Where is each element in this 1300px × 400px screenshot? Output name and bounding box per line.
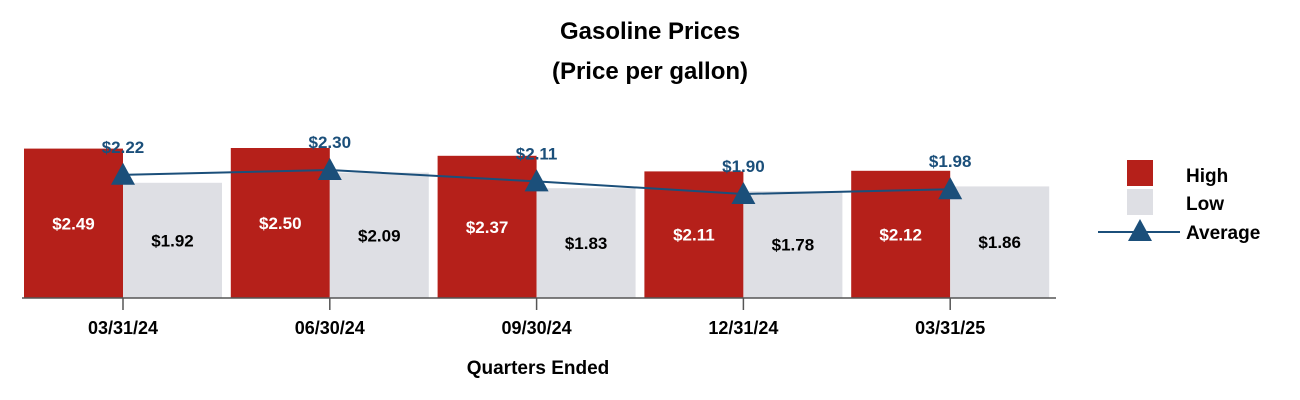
- bar-high-label-2: $2.37: [466, 218, 509, 237]
- bar-low-2: [536, 188, 636, 298]
- bar-low-label-2: $1.83: [565, 234, 608, 253]
- bar-low-3: [743, 191, 843, 298]
- legend-swatch-high: [1127, 160, 1153, 186]
- bars-group: $2.49 $1.92 $2.50 $2.09 $2.37 $1.83 $2.11 $1.78…: [24, 148, 1050, 298]
- legend-label-average: Average: [1186, 223, 1260, 244]
- chart-subtitle: (Price per gallon): [552, 58, 748, 85]
- average-label-3: $1.90: [722, 157, 765, 176]
- bar-high-label-4: $2.12: [879, 225, 922, 244]
- chart-title: Gasoline Prices: [560, 18, 740, 45]
- x-tick-label-3: 12/31/24: [708, 318, 778, 338]
- legend: High Low Average: [1098, 160, 1260, 244]
- legend-label-high: High: [1186, 166, 1228, 187]
- bar-low-4: [950, 186, 1050, 298]
- x-axis-label: Quarters Ended: [467, 358, 610, 379]
- bar-high-0: [24, 148, 123, 298]
- bar-low-1: [329, 172, 429, 298]
- bar-low-label-4: $1.86: [978, 233, 1021, 252]
- average-line-group: $2.22 $2.30 $2.11 $1.90 $1.98: [102, 133, 972, 204]
- average-marker-0: [111, 162, 135, 185]
- average-label-1: $2.30: [309, 133, 352, 152]
- bar-low-label-3: $1.78: [772, 236, 815, 255]
- bar-low-label-0: $1.92: [151, 231, 194, 250]
- bar-low-label-1: $2.09: [358, 226, 401, 245]
- average-marker-2: [524, 169, 549, 192]
- average-label-2: $2.11: [516, 144, 558, 163]
- bar-high-label-1: $2.50: [259, 214, 302, 233]
- x-tick-label-1: 06/30/24: [295, 318, 365, 338]
- legend-marker-average: [1128, 219, 1152, 241]
- bar-low-0: [123, 182, 222, 298]
- x-axis: 03/31/24 06/30/24 09/30/24 12/31/24 03/31/25: [22, 297, 1056, 338]
- bar-high-label-3: $2.11: [673, 226, 715, 245]
- x-tick-label-2: 09/30/24: [502, 318, 572, 338]
- legend-label-low: Low: [1186, 194, 1224, 215]
- bar-high-1: [230, 148, 330, 298]
- bar-high-label-0: $2.49: [52, 214, 95, 233]
- x-tick-label-0: 03/31/24: [88, 318, 158, 338]
- average-marker-1: [317, 158, 342, 180]
- average-label-0: $2.22: [102, 138, 145, 157]
- x-tick-label-4: 03/31/25: [915, 318, 985, 338]
- average-label-4: $1.98: [929, 152, 972, 171]
- average-marker-4: [938, 177, 963, 200]
- legend-swatch-low: [1127, 189, 1153, 215]
- average-marker-3: [731, 182, 756, 204]
